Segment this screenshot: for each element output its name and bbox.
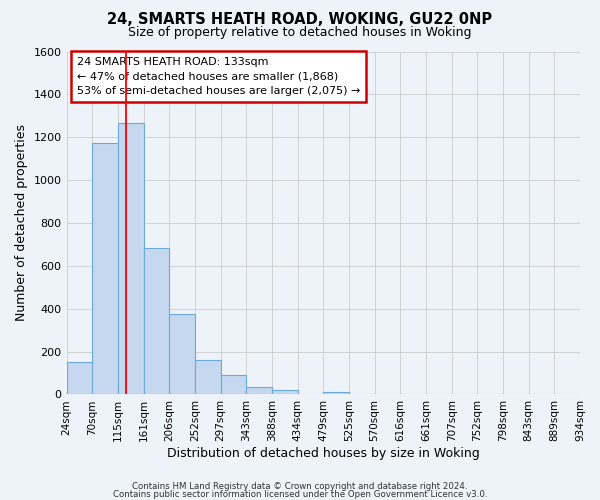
X-axis label: Distribution of detached houses by size in Woking: Distribution of detached houses by size …	[167, 447, 479, 460]
Text: 24 SMARTS HEATH ROAD: 133sqm
← 47% of detached houses are smaller (1,868)
53% of: 24 SMARTS HEATH ROAD: 133sqm ← 47% of de…	[77, 56, 360, 96]
Text: Contains HM Land Registry data © Crown copyright and database right 2024.: Contains HM Land Registry data © Crown c…	[132, 482, 468, 491]
Bar	[92, 142, 118, 394]
Bar	[272, 390, 298, 394]
Bar	[169, 314, 195, 394]
Text: 24, SMARTS HEATH ROAD, WOKING, GU22 0NP: 24, SMARTS HEATH ROAD, WOKING, GU22 0NP	[107, 12, 493, 28]
Bar	[143, 248, 169, 394]
Text: Contains public sector information licensed under the Open Government Licence v3: Contains public sector information licen…	[113, 490, 487, 499]
Bar	[67, 362, 92, 394]
Bar	[221, 375, 246, 394]
Y-axis label: Number of detached properties: Number of detached properties	[15, 124, 28, 322]
Bar	[195, 360, 221, 394]
Bar	[118, 124, 143, 394]
Text: Size of property relative to detached houses in Woking: Size of property relative to detached ho…	[128, 26, 472, 39]
Bar	[246, 387, 272, 394]
Bar	[323, 392, 349, 394]
